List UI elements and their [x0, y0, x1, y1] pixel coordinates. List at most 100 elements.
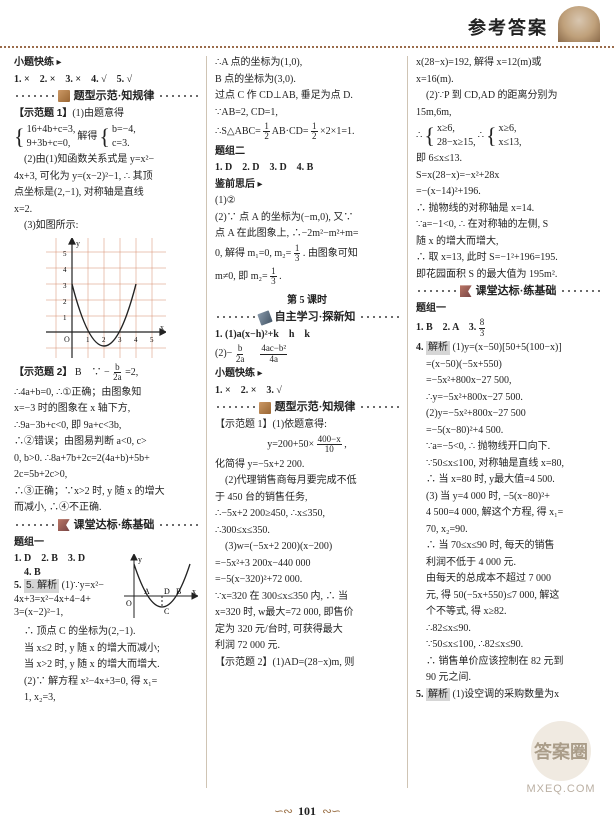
example1-label: 【示范题 1】 — [14, 107, 72, 121]
flag-icon — [58, 519, 70, 531]
svg-text:A: A — [144, 587, 150, 596]
column-3: x(28−x)=192, 解得 x=12(m)或 x=16(m). (2)∵P … — [407, 56, 600, 788]
svg-text:3: 3 — [63, 282, 67, 290]
t: b=−4, — [112, 123, 136, 137]
svg-text:3: 3 — [118, 336, 122, 344]
t: (1)设空调的采购数量为x — [453, 689, 560, 700]
t: y=200+50× — [267, 439, 314, 450]
rule-wavy-right — [158, 94, 198, 99]
svg-text:O: O — [64, 335, 70, 344]
t: (2)∵ 解方程 x²−4x+3=0, 得 x₁= — [14, 675, 198, 689]
t: ∴ 抛物线的对称轴是 x=14. — [416, 202, 600, 216]
svg-text:4: 4 — [63, 266, 67, 274]
svg-text:C: C — [164, 607, 169, 616]
rule-title-2: 课堂达标·练基础 — [74, 518, 155, 533]
svg-text:2: 2 — [63, 298, 67, 306]
page-number: ∽∾ 101 ∾∽ — [0, 804, 614, 819]
group1-heading-c3: 题组一 — [416, 302, 600, 316]
t: 2a — [112, 373, 123, 382]
t: . 由图象可知 — [303, 248, 358, 259]
t: x=16(m). — [416, 73, 600, 87]
t: 1, x₂=3, — [14, 691, 198, 705]
t: 即 6≤x≤13. — [416, 152, 600, 166]
column-1: 小题快练 ▸ 1. × 2. × 3. × 4. √ 5. √ 题型示范·知规律… — [14, 56, 198, 788]
small-parabola-graph: O x y A B C D — [120, 554, 198, 620]
wavy — [14, 523, 54, 528]
t: 个不等式, 得 x≥82. — [416, 605, 600, 619]
t: 4 500=4 000, 解这个方程, 得 x₁= — [416, 506, 600, 520]
brace-system-1: { 16+4b+c=3, 9+3b+c=0, 解得 { b=−4, c=3. — [14, 123, 198, 150]
t: (2)由(1)知函数关系式是 y=x²− — [14, 153, 198, 167]
pen-icon — [257, 310, 272, 325]
t: 3 — [294, 254, 301, 263]
t: 2a — [235, 355, 246, 364]
t: 1. D 2. D 3. D 4. B — [215, 161, 399, 175]
svg-text:2: 2 — [102, 336, 106, 344]
t: 由每天的总成本不超过 7 000 — [416, 572, 600, 586]
t: 1. × 2. × 3. √ — [215, 384, 399, 398]
header-portrait-image — [558, 6, 600, 42]
svg-text:1: 1 — [86, 336, 90, 344]
t: ∴ 销售单价应该控制在 82 元到 — [416, 655, 600, 669]
t: ∴③正确；∵x>2 时, y 随 x 的增大 — [14, 485, 198, 499]
t: (2)∵ 点 A 的坐标为(−m,0), 又∵ — [215, 211, 399, 225]
t: x≥6, — [499, 122, 522, 136]
quick-practice-answers: 1. × 2. × 3. × 4. √ 5. √ — [14, 73, 198, 87]
t: c=3. — [112, 137, 136, 151]
wavy — [158, 523, 198, 528]
t: (1)y=(x−50)[50+5(100−x)] — [453, 342, 562, 353]
svg-text:5: 5 — [63, 250, 67, 258]
t: ∵a=−1<0, ∴ 在对称轴的左侧, S — [416, 218, 600, 232]
t: 点 A 在此图象上, ∴−2m²−m²+m= — [215, 227, 399, 241]
quick-practice-heading: 小题快练 — [14, 57, 54, 68]
t: x=2. — [14, 203, 198, 217]
t: (3) 当 y=4 000 时, −5(x−80)²+ — [416, 490, 600, 504]
t: ∵x=320 在 300≤x≤350 内, ∴ 当 — [215, 590, 399, 604]
column-2: ∴A 点的坐标为(1,0), B 点的坐标为(3,0). 过点 C 作 CD⊥A… — [206, 56, 399, 788]
t: 1. B 2. A 3. — [416, 323, 476, 334]
svg-text:O: O — [126, 599, 132, 608]
t: 【示范题 1】(1)依题意得: — [215, 418, 399, 432]
t: B 点的坐标为(3,0). — [215, 73, 399, 87]
t: (3)如图所示: — [14, 219, 198, 233]
t: 1. D 2. B 3. D — [14, 552, 114, 566]
t: ∵50≤x≤100, 对称轴是直线 x=80, — [416, 457, 600, 471]
svg-text:5: 5 — [150, 336, 154, 344]
flag-icon — [460, 285, 472, 297]
t: ∴S△ABC= — [215, 126, 261, 137]
t: 9+3b+c=0, — [27, 137, 76, 151]
review-heading: 鉴前思后 — [215, 179, 255, 190]
t: (1)由题意得 — [72, 108, 124, 119]
svg-text:4: 4 — [134, 336, 138, 344]
t: ∵a=−5<0, ∴ 抛物线开口向下. — [416, 440, 600, 454]
t: 4a — [268, 355, 279, 364]
t: (2)− — [215, 349, 232, 360]
t: ∴A 点的坐标为(1,0), — [215, 56, 399, 70]
t: AB·CD= — [272, 126, 309, 137]
analysis-label: 5. 解析 — [24, 579, 59, 593]
t: 而减小, ∴④不正确. — [14, 501, 198, 515]
t: x≥6, — [437, 122, 476, 136]
wavy — [359, 315, 399, 320]
t: 3 — [270, 277, 277, 286]
wavy — [215, 405, 255, 410]
t: =−5x²+3 200x−440 000 — [215, 557, 399, 571]
t: ∴ 当 70≤x≤90 时, 每天的销售 — [416, 539, 600, 553]
t: ∴ 取 x=13, 此时 S=−1²+196=195. — [416, 251, 600, 265]
t: ∴82≤x≤90. — [416, 622, 600, 636]
rule-title-kt: 课堂达标·练基础 — [476, 284, 557, 299]
book-icon — [58, 90, 70, 102]
t: x=−3 时的图象在 x 轴下方, — [14, 402, 198, 416]
t: 3=(x−2)²−1, — [14, 606, 114, 620]
t: ∴4a+b=0, ∴①正确；由图象知 — [14, 386, 198, 400]
t: B ∵ − — [75, 367, 110, 378]
t: x=320 时, w最大=72 000, 即售价 — [215, 606, 399, 620]
group2-heading: 题组二 — [215, 145, 399, 159]
wavy — [560, 289, 600, 294]
t: 15m,6m, — [416, 106, 600, 120]
t: 【示范题 2】(1)AD=(28−x)m, 则 — [215, 656, 399, 670]
t: 2c=5b+2c>0, — [14, 468, 198, 482]
t: 90 元之间. — [416, 671, 600, 685]
t: x≤13, — [499, 136, 522, 150]
t: ∴300≤x≤350. — [215, 524, 399, 538]
